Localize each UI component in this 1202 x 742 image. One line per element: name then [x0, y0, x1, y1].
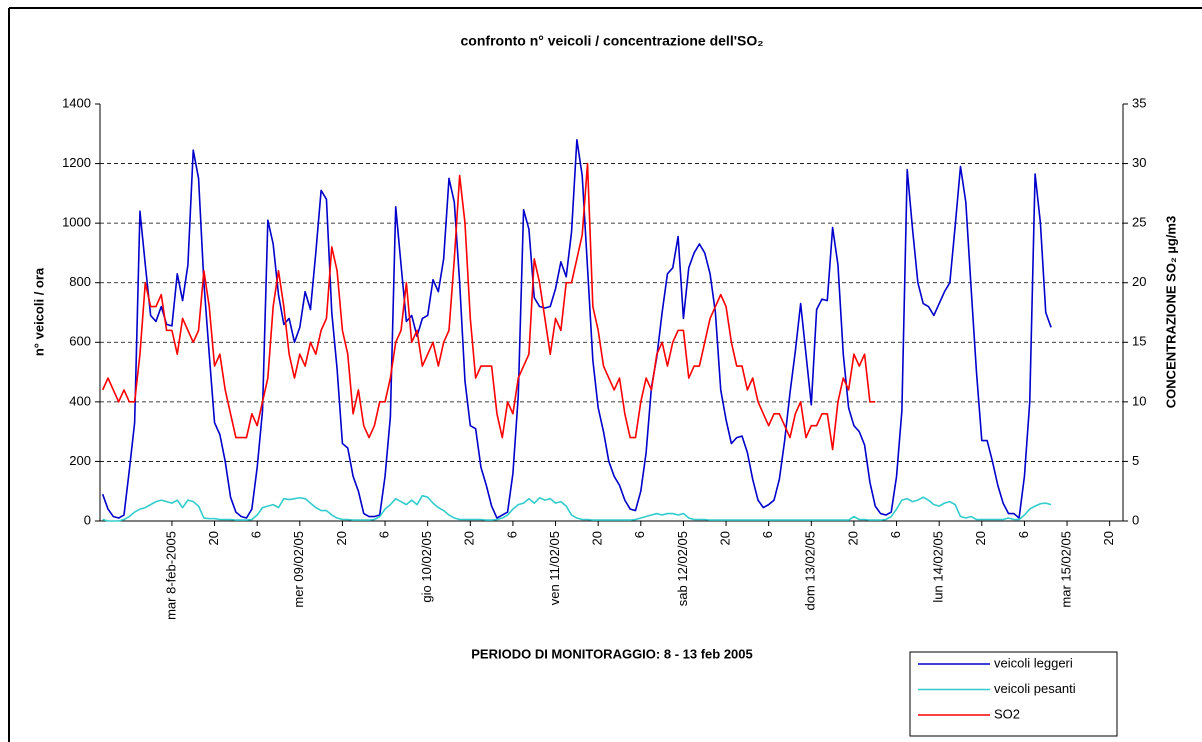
x-tick-label: 6 [760, 531, 775, 538]
legend-box [909, 651, 1118, 737]
x-tick-label: 20 [590, 531, 605, 545]
x-tick-label: 6 [632, 531, 647, 538]
y2-tick-label: 25 [1132, 215, 1146, 230]
y-tick-label: 200 [69, 453, 91, 468]
x-tick-label: dom 13/02/05 [803, 531, 818, 611]
y-tick-label: 400 [69, 393, 91, 408]
x-tick-label: sab 12/02/05 [675, 531, 690, 606]
x-tick-label: 6 [1016, 531, 1031, 538]
y2-tick-label: 20 [1132, 274, 1146, 289]
x-tick-label: 6 [249, 531, 264, 538]
series-line [101, 138, 1052, 519]
x-tick-label: 20 [717, 531, 732, 545]
series-line [101, 162, 876, 451]
x-axis-title: PERIODO DI MONITORAGGIO: 8 - 13 feb 2005 [471, 646, 753, 661]
legend-label: SO2 [994, 706, 1020, 721]
y2-tick-label: 0 [1132, 512, 1139, 527]
x-tick-label: 6 [504, 531, 519, 538]
y-tick-label: 1200 [62, 155, 91, 170]
y2-tick-label: 10 [1132, 393, 1146, 408]
x-tick-label: 20 [845, 531, 860, 545]
x-tick-label: 20 [1101, 531, 1116, 545]
y2-tick-label: 30 [1132, 155, 1146, 170]
y-tick-label: 1000 [62, 215, 91, 230]
y2-tick-label: 5 [1132, 453, 1139, 468]
chart-title: confronto n° veicoli / concentrazione de… [461, 33, 764, 49]
x-tick-label: ven 11/02/05 [547, 531, 562, 605]
x-tick-label: 20 [334, 531, 349, 545]
y2-tick-label: 35 [1132, 95, 1146, 110]
series-line [102, 494, 1052, 522]
y2-tick-label: 15 [1132, 334, 1146, 349]
x-tick-label: 20 [462, 531, 477, 545]
y-tick-label: 0 [84, 512, 91, 527]
x-tick-label: 6 [376, 531, 391, 538]
y-axis-title: n° veicoli / ora [31, 267, 46, 356]
x-tick-label: 6 [888, 531, 903, 538]
y-tick-label: 1400 [62, 95, 91, 110]
x-tick-label: 20 [206, 531, 221, 545]
x-tick-label: gio 10/02/05 [419, 531, 434, 603]
x-tick-label: 20 [973, 531, 988, 545]
y-tick-label: 600 [69, 334, 91, 349]
x-tick-label: mer 09/02/05 [291, 531, 306, 608]
y2-axis-title: CONCENTRAZIONE SO₂ µg/m3 [1163, 216, 1178, 408]
y-tick-label: 800 [69, 274, 91, 289]
x-tick-label: mar 15/02/05 [1058, 531, 1073, 608]
legend-label: veicoli leggeri [994, 655, 1073, 670]
x-tick-label: lun 14/02/05 [931, 531, 946, 603]
x-tick-label: mar 8-feb-2005 [163, 531, 178, 620]
legend-label: veicoli pesanti [994, 681, 1076, 696]
